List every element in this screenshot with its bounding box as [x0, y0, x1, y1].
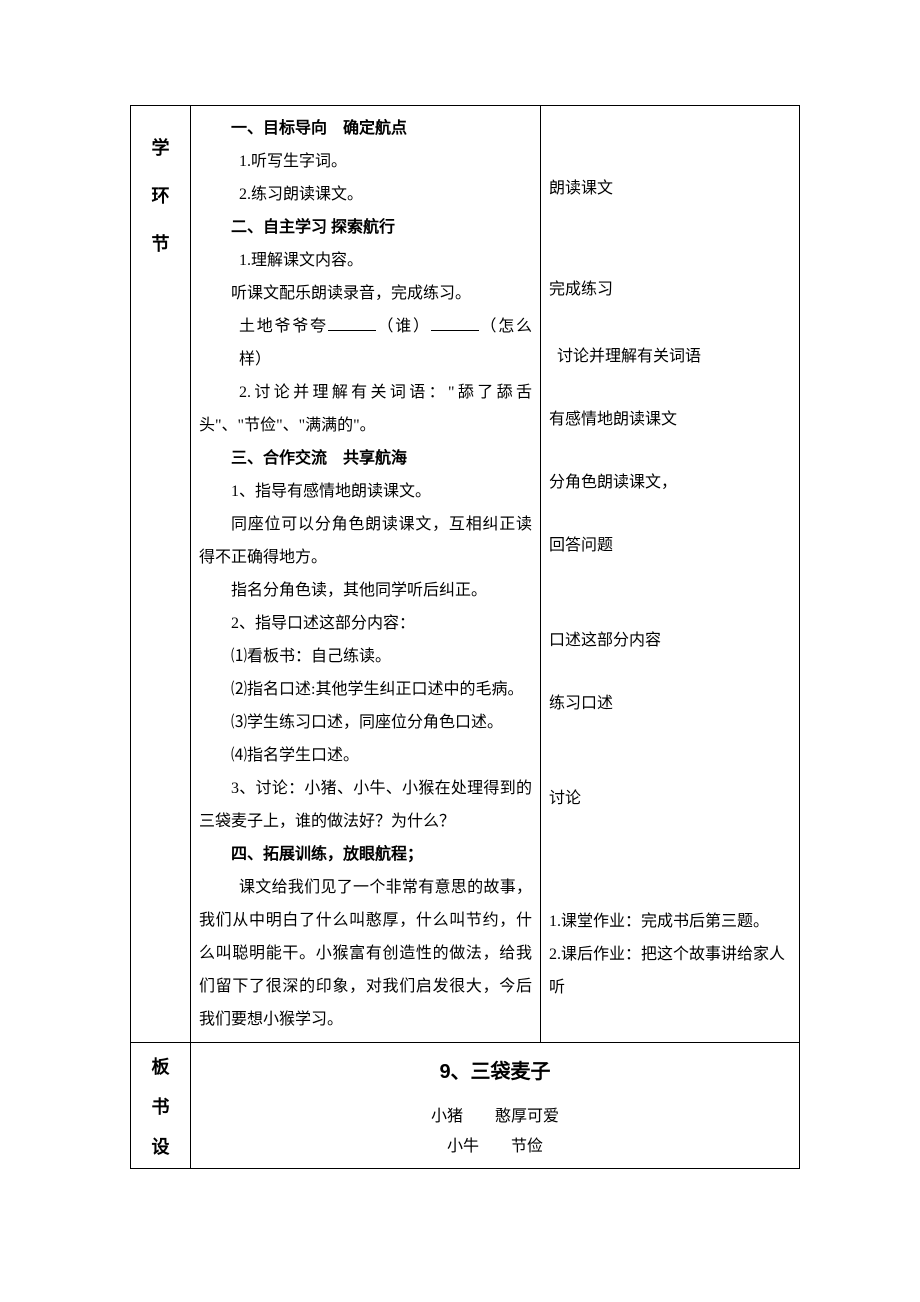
section-3-item: 1、指导有感情地朗读课文。	[199, 475, 532, 508]
lesson-table: 学 环 节 一、目标导向 确定航点 1.听写生字词。 2.练习朗读课文。 二、自…	[130, 105, 800, 1169]
activity-item: 有感情地朗读课文	[549, 403, 791, 436]
section-3-item: 2、指导口述这部分内容：	[199, 607, 532, 640]
left-label-char: 设	[131, 1127, 190, 1167]
section-2-item: 2.讨论并理解有关词语："舔了舔舌头"、"节俭"、"满满的"。	[199, 376, 532, 442]
fill-blank-line: 土地爷爷夸（谁）（怎么样）	[199, 310, 532, 376]
section-3-para: 指名分角色读，其他同学听后纠正。	[199, 574, 532, 607]
section-1-item: 1.听写生字词。	[199, 145, 532, 178]
board-line-b: 节俭	[511, 1138, 543, 1155]
activity-item: 讨论并理解有关词语	[549, 340, 791, 373]
spacer	[549, 205, 791, 273]
left-label-char: 环	[131, 172, 190, 220]
homework-item: 1.课堂作业：完成书后第三题。	[549, 905, 791, 938]
section-3-item: 3、讨论：小猪、小牛、小猴在处理得到的三袋麦子上，谁的做法好？为什么？	[199, 772, 532, 838]
activity-item: 口述这部分内容	[549, 624, 791, 657]
section-3-sub: ⑶学生练习口述，同座位分角色口述。	[199, 706, 532, 739]
table-row: 学 环 节 一、目标导向 确定航点 1.听写生字词。 2.练习朗读课文。 二、自…	[131, 106, 800, 1043]
fill-pre: 土地爷爷夸	[239, 318, 328, 335]
left-label-1: 学 环 节	[131, 106, 190, 268]
spacer	[549, 499, 791, 529]
board-title: 9、三袋麦子	[199, 1055, 791, 1084]
blank-how	[431, 315, 479, 331]
activity-item: 朗读课文	[549, 172, 791, 205]
board-line-b: 憨厚可爱	[495, 1108, 559, 1125]
left-label-char: 书	[131, 1087, 190, 1127]
spacer	[549, 815, 791, 905]
section-2-para: 听课文配乐朗读录音，完成练习。	[199, 277, 532, 310]
left-label-cell-2: 板 书 设	[131, 1043, 191, 1169]
section-3-sub: ⑴看板书：自己练读。	[199, 640, 532, 673]
left-label-char: 节	[131, 220, 190, 268]
section-3-para: 同座位可以分角色朗读课文，互相纠正读得不正确得地方。	[199, 508, 532, 574]
activity-item: 分角色朗读课文，	[549, 466, 791, 499]
board-line-a: 小猪	[431, 1108, 463, 1125]
page: 学 环 节 一、目标导向 确定航点 1.听写生字词。 2.练习朗读课文。 二、自…	[0, 0, 920, 1302]
section-3-head: 三、合作交流 共享航海	[199, 442, 532, 475]
fill-mid: （谁）	[376, 318, 431, 335]
left-label-char: 学	[131, 124, 190, 172]
left-label-2: 板 书 设	[131, 1043, 190, 1167]
spacer	[549, 373, 791, 403]
board-line-2: 小牛 节俭	[199, 1132, 791, 1162]
activity-item: 讨论	[549, 782, 791, 815]
homework-item: 2.课后作业：把这个故事讲给家人听	[549, 938, 791, 1004]
spacer	[549, 112, 791, 172]
right-cell-1: 朗读课文 完成练习 讨论并理解有关词语 有感情地朗读课文 分角色朗读课文， 回答…	[541, 106, 800, 1043]
activity-item: 回答问题	[549, 529, 791, 562]
activity-item: 练习口述	[549, 687, 791, 720]
teaching-steps: 一、目标导向 确定航点 1.听写生字词。 2.练习朗读课文。 二、自主学习 探索…	[191, 106, 540, 1042]
student-activities: 朗读课文 完成练习 讨论并理解有关词语 有感情地朗读课文 分角色朗读课文， 回答…	[541, 106, 799, 1010]
spacer	[549, 306, 791, 340]
section-4-para: 课文给我们见了一个非常有意思的故事，我们从中明白了什么叫憨厚，什么叫节约，什么叫…	[199, 871, 532, 1036]
board-line-1: 小猪 憨厚可爱	[199, 1102, 791, 1132]
left-label-char: 板	[131, 1047, 190, 1087]
board-content: 9、三袋麦子 小猪 憨厚可爱 小牛 节俭	[191, 1043, 799, 1168]
section-1-head: 一、目标导向 确定航点	[199, 112, 532, 145]
section-2-head: 二、自主学习 探索航行	[199, 211, 532, 244]
spacer	[549, 562, 791, 624]
board-cell: 9、三袋麦子 小猪 憨厚可爱 小牛 节俭	[191, 1043, 800, 1169]
left-label-cell-1: 学 环 节	[131, 106, 191, 1043]
table-row: 板 书 设 9、三袋麦子 小猪 憨厚可爱 小牛 节俭	[131, 1043, 800, 1169]
blank-who	[328, 315, 376, 331]
activity-item: 完成练习	[549, 273, 791, 306]
section-4-head: 四、拓展训练，放眼航程；	[199, 838, 532, 871]
section-1-item: 2.练习朗读课文。	[199, 178, 532, 211]
spacer	[549, 720, 791, 782]
section-2-item: 1.理解课文内容。	[199, 244, 532, 277]
section-3-sub: ⑵指名口述:其他学生纠正口述中的毛病。	[199, 673, 532, 706]
board-line-a: 小牛	[447, 1138, 479, 1155]
spacer	[549, 436, 791, 466]
section-3-sub: ⑷指名学生口述。	[199, 739, 532, 772]
spacer	[549, 657, 791, 687]
mid-cell-1: 一、目标导向 确定航点 1.听写生字词。 2.练习朗读课文。 二、自主学习 探索…	[191, 106, 541, 1043]
